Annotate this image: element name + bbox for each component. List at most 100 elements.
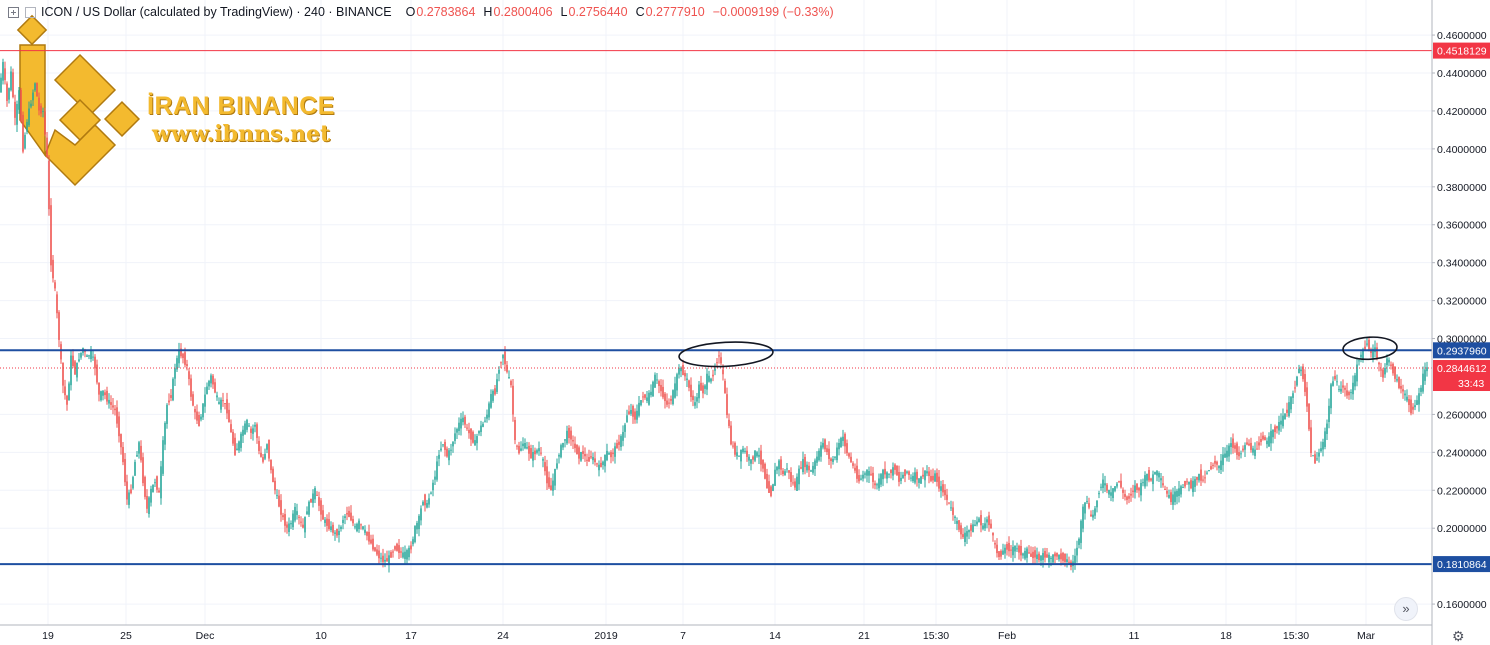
x-tick-label: 19 — [42, 630, 54, 642]
candle-body — [456, 429, 458, 433]
candle-body — [558, 454, 560, 457]
candle-body — [100, 391, 102, 401]
candle-body — [924, 470, 926, 481]
candle-body — [784, 471, 786, 476]
candle-body — [368, 531, 370, 542]
candle-body — [856, 465, 858, 479]
y-tick-label: 0.3200000 — [1437, 296, 1487, 308]
candle-body — [408, 547, 410, 558]
candle-body — [798, 468, 800, 485]
candle-body — [994, 543, 996, 545]
candle-body — [156, 476, 158, 490]
ellipse-right[interactable] — [1342, 336, 1398, 361]
candle-body — [1120, 480, 1122, 488]
candle-body — [926, 471, 928, 474]
candle-body — [1142, 482, 1144, 484]
candle-body — [400, 551, 402, 553]
candle-body — [1126, 496, 1128, 500]
candle-body — [622, 432, 624, 441]
candle-body — [750, 459, 752, 464]
candle-body — [1080, 520, 1082, 543]
candle-body — [1160, 478, 1162, 481]
candle-body — [76, 362, 78, 378]
candle-body — [1064, 553, 1066, 562]
candle-body — [616, 443, 618, 449]
candle-body — [652, 381, 654, 397]
candle-body — [1240, 453, 1242, 455]
expand-icon[interactable] — [8, 6, 19, 18]
candle-body — [760, 450, 762, 465]
candle-body — [1098, 493, 1100, 495]
candle-body — [1268, 436, 1270, 447]
candle-body — [130, 489, 132, 494]
gear-icon[interactable]: ⚙ — [1452, 628, 1465, 644]
candle-body — [1170, 492, 1172, 503]
candle-body — [800, 467, 802, 469]
candle-body — [216, 395, 218, 398]
candle-body — [394, 546, 396, 550]
candle-body — [576, 444, 578, 455]
candle-body — [1218, 465, 1220, 469]
candle-body — [796, 476, 798, 491]
candle-body — [1392, 363, 1394, 374]
candle-body — [1056, 553, 1058, 557]
candle-body — [1016, 548, 1018, 550]
candle-body — [248, 425, 250, 427]
price-axis[interactable]: 0.4600000 0.4400000 0.4200000 0.4000000 0.38… — [1431, 0, 1487, 645]
candle-body — [302, 524, 304, 528]
x-tick-label: Dec — [196, 630, 215, 642]
candle-body — [736, 452, 738, 457]
candle-body — [342, 519, 344, 524]
candle-body — [806, 464, 808, 471]
y-tick-label: 0.2400000 — [1437, 447, 1487, 459]
candle-body — [1376, 347, 1378, 358]
candle-body — [1104, 483, 1106, 486]
candle-body — [60, 344, 62, 360]
candle-body — [116, 407, 118, 424]
candle-body — [790, 472, 792, 482]
candle-body — [866, 470, 868, 476]
candle-body — [428, 498, 430, 505]
candle-body — [740, 449, 742, 462]
symbol-title[interactable]: ICON / US Dollar (calculated by TradingV… — [41, 5, 392, 19]
candle-body — [830, 458, 832, 462]
candle-body — [182, 353, 184, 358]
candle-body — [188, 371, 190, 380]
candle-body — [68, 383, 70, 401]
candle-body — [500, 362, 502, 364]
candle-body — [1186, 481, 1188, 483]
candle-body — [1008, 542, 1010, 552]
candle-body — [1216, 461, 1218, 465]
candle-body — [638, 402, 640, 416]
candle-body — [712, 374, 714, 377]
candle-body — [770, 486, 772, 496]
candle-body — [108, 399, 110, 404]
candle-body — [174, 368, 176, 379]
candle-body — [172, 378, 174, 401]
candle-body — [536, 450, 538, 453]
candle-body — [114, 408, 116, 411]
candle-body — [684, 372, 686, 377]
ellipse-mid[interactable] — [678, 340, 774, 369]
candle-body — [906, 471, 908, 473]
candle-body — [1236, 443, 1238, 455]
candle-body — [406, 550, 408, 560]
candle-body — [896, 465, 898, 475]
candle-body — [268, 439, 270, 459]
candle-body — [48, 160, 50, 210]
candle-body — [840, 437, 842, 447]
candle-body — [774, 469, 776, 486]
annotations[interactable] — [678, 336, 1398, 369]
horizontal-lines[interactable]: 0.4518129 0.2937960 0.1810864 0.2844612 33:4… — [0, 42, 1490, 573]
candle-body — [1068, 561, 1070, 563]
candle-body — [30, 103, 32, 107]
candle-body — [1252, 448, 1254, 453]
time-axis[interactable]: 19 25 Dec 10 17 24 2019 7 14 21 15:30 Feb 11 18 15:30 M… — [0, 624, 1432, 642]
candle-body — [1328, 405, 1330, 423]
candle-body — [648, 392, 650, 405]
candle-body — [1208, 469, 1210, 471]
candle-body — [734, 442, 736, 455]
candle-body — [604, 454, 606, 467]
scroll-forward-button[interactable]: » — [1394, 597, 1418, 621]
